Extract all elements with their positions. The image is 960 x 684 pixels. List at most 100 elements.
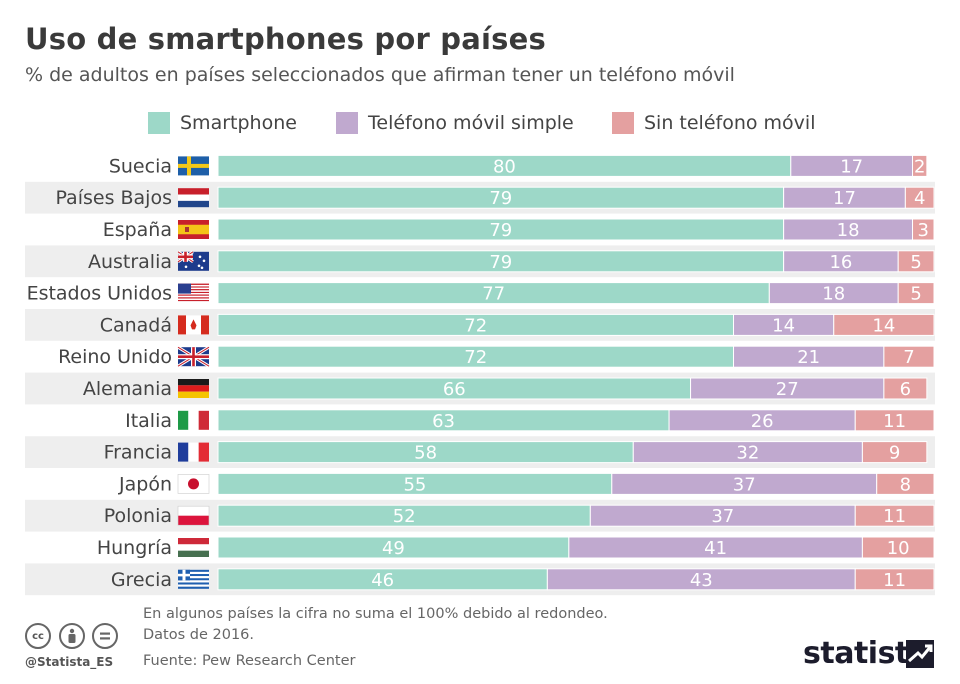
bar-canada-sin-telefono-movil bbox=[833, 313, 935, 336]
legend-swatch-none bbox=[612, 112, 634, 134]
value-label-polonia-telefono-movil-simple: 37 bbox=[711, 506, 734, 527]
value-label-espana-smartphone: 79 bbox=[489, 220, 512, 241]
value-label-espana-sin-telefono-movil: 3 bbox=[918, 220, 929, 241]
bar-espana-sin-telefono-movil bbox=[912, 218, 935, 241]
value-label-alemania-sin-telefono-movil: 6 bbox=[900, 379, 911, 400]
flag-japan-icon bbox=[177, 474, 210, 494]
value-label-estados-unidos-sin-telefono-movil: 5 bbox=[910, 284, 921, 305]
flag-australia-icon bbox=[177, 250, 209, 271]
flag-greece-icon bbox=[178, 569, 209, 589]
category-label-reino-unido: Reino Unido bbox=[58, 346, 172, 368]
bar-paises-bajos-sin-telefono-movil bbox=[904, 186, 935, 209]
value-label-australia-sin-telefono-movil: 5 bbox=[910, 252, 921, 273]
bar-hungria-sin-telefono-movil bbox=[861, 536, 935, 559]
value-label-canada-telefono-movil-simple: 14 bbox=[772, 315, 795, 336]
bar-suecia-sin-telefono-movil bbox=[912, 154, 928, 177]
value-label-italia-telefono-movil-simple: 26 bbox=[751, 411, 774, 432]
bar-francia-sin-telefono-movil bbox=[861, 441, 928, 464]
value-label-paises-bajos-smartphone: 79 bbox=[489, 188, 512, 209]
value-label-australia-smartphone: 79 bbox=[489, 252, 512, 273]
bar-italia-sin-telefono-movil bbox=[854, 409, 935, 432]
flag-poland-icon bbox=[177, 505, 210, 526]
value-label-japon-smartphone: 55 bbox=[403, 474, 426, 495]
category-label-alemania: Alemania bbox=[83, 378, 172, 400]
footnote-year: Datos de 2016. bbox=[143, 627, 255, 643]
statista-logo-icon bbox=[906, 640, 934, 668]
value-label-reino-unido-sin-telefono-movil: 7 bbox=[903, 347, 914, 368]
category-label-espana: España bbox=[103, 219, 172, 241]
value-label-suecia-smartphone: 80 bbox=[493, 156, 516, 177]
bar-australia-sin-telefono-movil bbox=[897, 250, 935, 273]
category-label-canada: Canadá bbox=[100, 314, 172, 336]
nd-icon[interactable] bbox=[92, 623, 118, 649]
source-note: Fuente: Pew Research Center bbox=[143, 653, 356, 669]
value-label-japon-sin-telefono-movil: 8 bbox=[900, 474, 911, 495]
flag-hungary-icon bbox=[178, 538, 209, 557]
flag-canada-icon bbox=[178, 315, 209, 335]
flag-usa-icon bbox=[178, 283, 209, 303]
value-label-paises-bajos-sin-telefono-movil: 4 bbox=[914, 188, 925, 209]
value-label-hungria-sin-telefono-movil: 10 bbox=[887, 538, 910, 559]
flag-spain-icon bbox=[178, 220, 209, 239]
value-label-reino-unido-telefono-movil-simple: 21 bbox=[797, 347, 820, 368]
value-label-grecia-smartphone: 46 bbox=[371, 570, 394, 591]
value-label-francia-smartphone: 58 bbox=[414, 443, 437, 464]
value-label-suecia-telefono-movil-simple: 17 bbox=[840, 156, 863, 177]
value-label-hungria-telefono-movil-simple: 41 bbox=[704, 538, 727, 559]
chart-title: Uso de smartphones por países bbox=[25, 22, 546, 56]
value-label-francia-telefono-movil-simple: 32 bbox=[736, 443, 759, 464]
value-label-estados-unidos-smartphone: 77 bbox=[482, 284, 505, 305]
value-label-italia-smartphone: 63 bbox=[432, 411, 455, 432]
legend-label-none: Sin teléfono móvil bbox=[644, 112, 816, 134]
value-label-polonia-sin-telefono-movil: 11 bbox=[883, 506, 906, 527]
bar-alemania-sin-telefono-movil bbox=[883, 377, 928, 400]
category-label-polonia: Polonia bbox=[104, 505, 172, 527]
category-label-francia: Francia bbox=[104, 442, 172, 464]
value-label-polonia-smartphone: 52 bbox=[393, 506, 416, 527]
legend: Smartphone Teléfono móvil simple Sin tel… bbox=[0, 110, 960, 136]
category-label-hungria: Hungría bbox=[97, 537, 172, 559]
category-label-suecia: Suecia bbox=[109, 155, 172, 177]
bar-estados-unidos-sin-telefono-movil bbox=[897, 282, 935, 305]
value-label-japon-telefono-movil-simple: 37 bbox=[733, 474, 756, 495]
person-icon bbox=[68, 628, 76, 643]
cc-icon[interactable]: cc bbox=[25, 623, 51, 649]
chart-subtitle: % de adultos en países seleccionados que… bbox=[25, 64, 735, 86]
legend-item-none: Sin teléfono móvil bbox=[612, 110, 815, 136]
category-label-australia: Australia bbox=[88, 251, 172, 273]
value-label-canada-sin-telefono-movil: 14 bbox=[872, 315, 895, 336]
value-label-grecia-telefono-movil-simple: 43 bbox=[690, 570, 713, 591]
value-label-estados-unidos-telefono-movil-simple: 18 bbox=[822, 284, 845, 305]
value-label-australia-telefono-movil-simple: 16 bbox=[829, 252, 852, 273]
flag-germany-icon bbox=[178, 379, 209, 398]
value-label-hungria-smartphone: 49 bbox=[382, 538, 405, 559]
flag-italy-icon bbox=[178, 410, 209, 430]
legend-swatch-simple bbox=[336, 112, 358, 134]
category-label-japon: Japón bbox=[118, 473, 172, 495]
value-label-canada-smartphone: 72 bbox=[464, 315, 487, 336]
bar-reino-unido-sin-telefono-movil bbox=[883, 345, 935, 368]
category-label-paises-bajos: Países Bajos bbox=[55, 187, 172, 209]
social-handle[interactable]: @Statista_ES bbox=[25, 655, 114, 669]
flag-uk-icon bbox=[177, 345, 210, 368]
bar-japon-sin-telefono-movil bbox=[876, 472, 935, 495]
value-label-espana-telefono-movil-simple: 18 bbox=[837, 220, 860, 241]
category-label-grecia: Grecia bbox=[111, 569, 172, 591]
legend-item-simple: Teléfono móvil simple bbox=[336, 110, 574, 136]
category-label-italia: Italia bbox=[125, 410, 172, 432]
by-icon[interactable] bbox=[59, 623, 85, 649]
category-label-estados-unidos: Estados Unidos bbox=[27, 283, 172, 305]
legend-label-smartphone: Smartphone bbox=[180, 112, 297, 134]
legend-swatch-smartphone bbox=[148, 112, 170, 134]
flag-netherlands-icon bbox=[178, 188, 209, 208]
equals-icon bbox=[100, 632, 110, 640]
footnote-rounding: En algunos países la cifra no suma el 10… bbox=[143, 606, 608, 622]
value-label-alemania-smartphone: 66 bbox=[443, 379, 466, 400]
value-label-italia-sin-telefono-movil: 11 bbox=[883, 411, 906, 432]
value-label-francia-sin-telefono-movil: 9 bbox=[889, 443, 900, 464]
flag-sweden-icon bbox=[178, 156, 209, 176]
legend-label-simple: Teléfono móvil simple bbox=[368, 112, 574, 134]
flag-france-icon bbox=[178, 442, 209, 462]
bar-grecia-sin-telefono-movil bbox=[854, 568, 935, 591]
